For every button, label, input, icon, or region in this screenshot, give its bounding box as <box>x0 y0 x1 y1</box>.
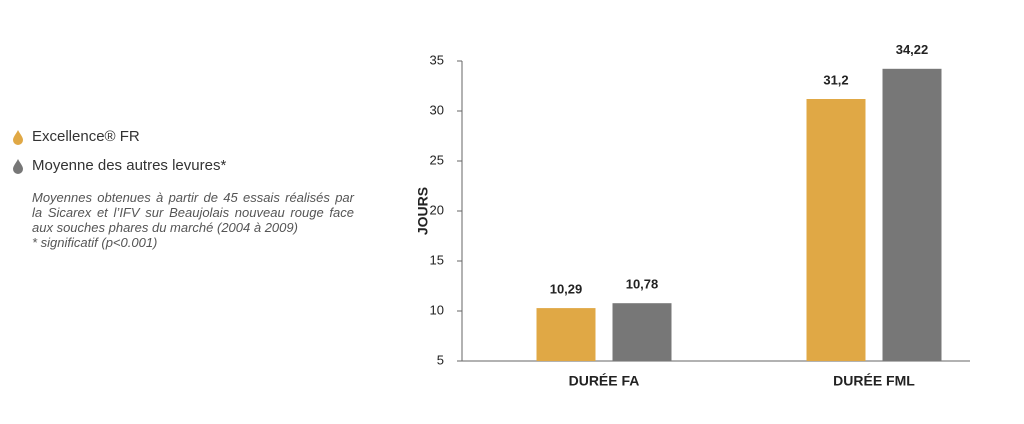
y-axis-label: JOURS <box>415 187 431 235</box>
note: Moyennes obtenues à partir de 45 essais … <box>32 190 354 250</box>
value-label: 34,22 <box>896 42 929 57</box>
legend-label: Moyenne des autres levures* <box>32 157 227 174</box>
legend-swatch <box>13 158 23 174</box>
legend-label: Excellence® FR <box>32 128 140 145</box>
legend-items: Excellence® FR Moyenne des autres levures… <box>12 122 352 180</box>
y-tick-label: 30 <box>430 102 444 117</box>
bar <box>806 99 866 361</box>
x-tick-label: DURÉE FML <box>833 373 915 389</box>
legend-item: Excellence® FR <box>12 122 352 151</box>
value-label: 31,2 <box>823 72 848 87</box>
y-tick-label: 5 <box>437 352 444 367</box>
bar <box>536 308 596 361</box>
y-tick-label: 15 <box>430 252 444 267</box>
note-text: Moyennes obtenues à partir de 45 essais … <box>32 190 354 235</box>
footnote: * significatif (p<0.001) <box>32 235 158 250</box>
value-label: 10,29 <box>550 282 583 297</box>
y-tick-label: 10 <box>430 302 444 317</box>
bar <box>612 303 672 361</box>
y-tick-label: 20 <box>430 202 444 217</box>
legend-item: Moyenne des autres levures* <box>12 151 352 180</box>
legend-swatch <box>13 129 23 145</box>
legend-drop <box>13 129 23 145</box>
bar <box>882 68 942 362</box>
legend: Excellence® FR Moyenne des autres levures… <box>12 122 354 250</box>
value-label: 10,78 <box>626 277 659 292</box>
x-tick-label: DURÉE FA <box>569 373 640 389</box>
y-tick-label: 35 <box>430 52 444 67</box>
legend-drop <box>13 158 23 174</box>
y-tick-label: 25 <box>430 152 444 167</box>
